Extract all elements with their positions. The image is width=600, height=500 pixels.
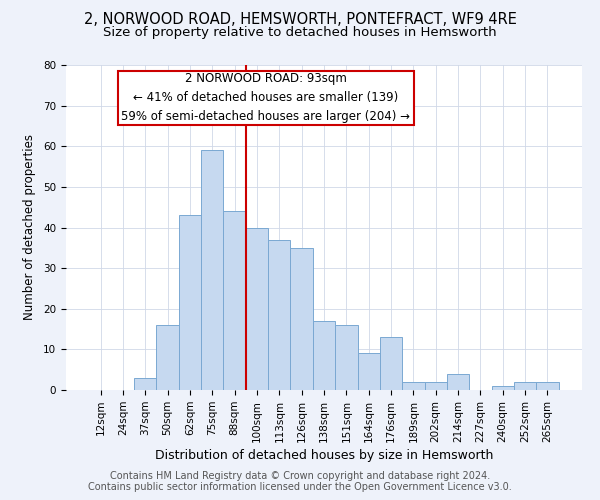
Bar <box>335 325 358 390</box>
Text: 2 NORWOOD ROAD: 93sqm
← 41% of detached houses are smaller (139)
59% of semi-det: 2 NORWOOD ROAD: 93sqm ← 41% of detached … <box>121 72 410 124</box>
Bar <box>290 248 313 390</box>
Bar <box>491 386 514 390</box>
Bar <box>402 382 425 390</box>
Text: 2, NORWOOD ROAD, HEMSWORTH, PONTEFRACT, WF9 4RE: 2, NORWOOD ROAD, HEMSWORTH, PONTEFRACT, … <box>83 12 517 28</box>
Bar <box>179 216 201 390</box>
Bar <box>268 240 290 390</box>
Bar <box>358 354 380 390</box>
Text: Size of property relative to detached houses in Hemsworth: Size of property relative to detached ho… <box>103 26 497 39</box>
Bar <box>313 321 335 390</box>
Bar <box>447 374 469 390</box>
Bar <box>536 382 559 390</box>
Bar <box>201 150 223 390</box>
Bar <box>223 211 246 390</box>
Bar <box>134 378 157 390</box>
Bar <box>157 325 179 390</box>
Bar <box>514 382 536 390</box>
Bar <box>380 337 402 390</box>
FancyBboxPatch shape <box>118 70 414 125</box>
Text: Contains public sector information licensed under the Open Government Licence v3: Contains public sector information licen… <box>88 482 512 492</box>
Text: Contains HM Land Registry data © Crown copyright and database right 2024.: Contains HM Land Registry data © Crown c… <box>110 471 490 481</box>
Bar <box>425 382 447 390</box>
Y-axis label: Number of detached properties: Number of detached properties <box>23 134 36 320</box>
Bar <box>246 228 268 390</box>
X-axis label: Distribution of detached houses by size in Hemsworth: Distribution of detached houses by size … <box>155 449 493 462</box>
